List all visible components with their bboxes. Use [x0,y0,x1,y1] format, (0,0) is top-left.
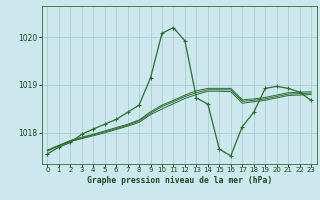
X-axis label: Graphe pression niveau de la mer (hPa): Graphe pression niveau de la mer (hPa) [87,176,272,185]
